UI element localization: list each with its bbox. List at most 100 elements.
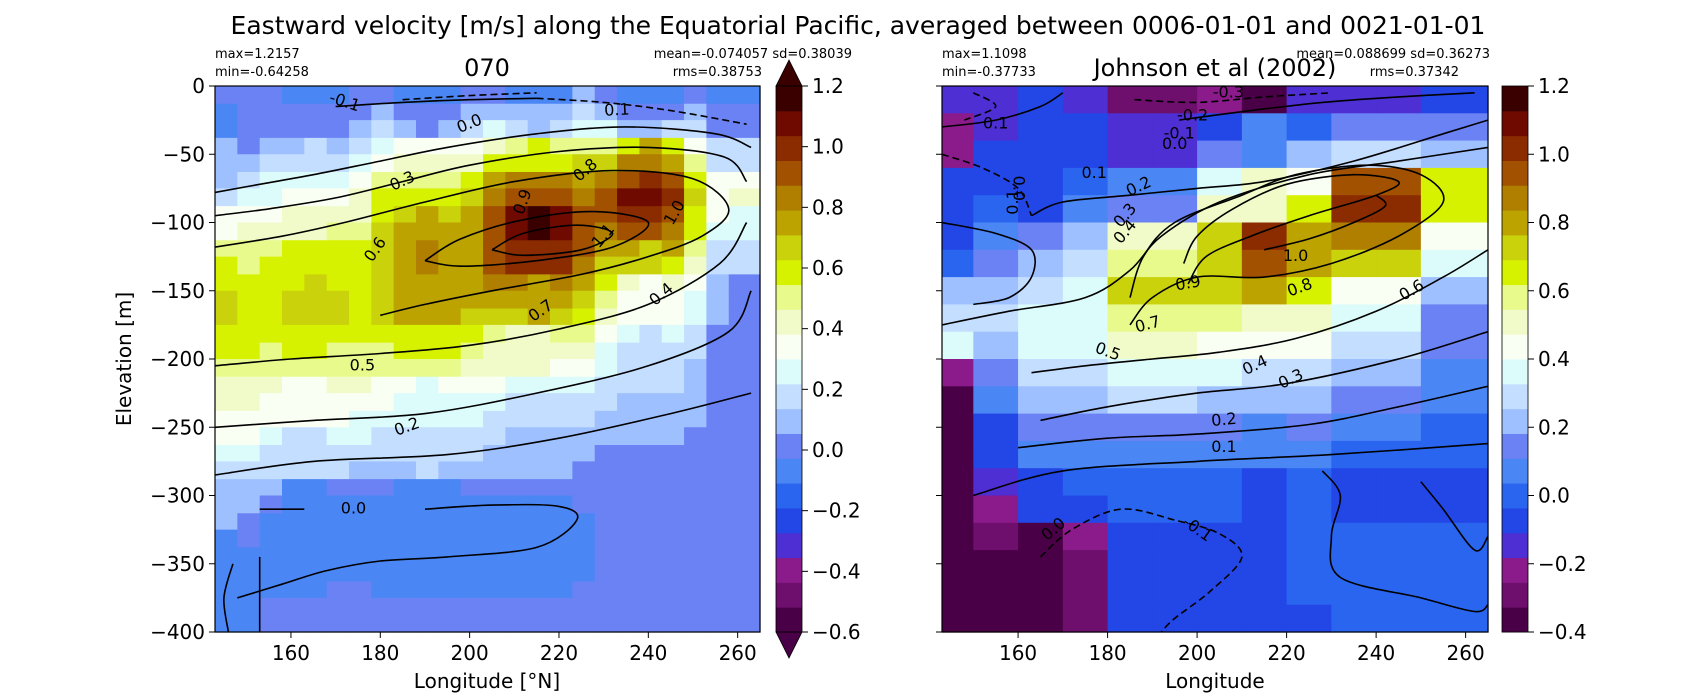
heatmap-cell — [1241, 386, 1288, 415]
contour-line — [215, 222, 748, 367]
heatmap-cell — [371, 513, 395, 531]
heatmap-cell — [527, 376, 551, 394]
heatmap-cell — [942, 167, 974, 196]
heatmap-cell — [973, 440, 1019, 469]
heatmap-cell — [942, 522, 974, 551]
heatmap-cell — [460, 342, 484, 360]
heatmap-cell — [728, 376, 761, 394]
heatmap-cell — [371, 461, 395, 480]
heatmap-cell — [349, 547, 372, 565]
x-tick-label: 240 — [629, 641, 667, 665]
heatmap-cell — [1241, 359, 1288, 387]
heatmap-cell — [326, 495, 350, 514]
heatmap-cell — [1331, 386, 1377, 415]
heatmap-cell — [594, 154, 618, 173]
contour-line — [1420, 481, 1488, 552]
heatmap-cell — [1107, 359, 1153, 387]
heatmap-cell — [706, 240, 730, 258]
heatmap-cell — [1018, 495, 1064, 524]
heatmap-cell — [393, 206, 417, 224]
heatmap-cell — [393, 308, 417, 326]
heatmap-cell — [483, 154, 506, 173]
heatmap-cell — [550, 290, 573, 310]
heatmap-cell — [438, 445, 462, 462]
heatmap-cell — [1197, 468, 1243, 497]
heatmap-cell — [1107, 522, 1153, 551]
heatmap-cell — [438, 529, 462, 548]
heatmap-cell — [1107, 222, 1153, 251]
heatmap-cell — [1018, 331, 1064, 360]
heatmap-cell — [594, 103, 618, 121]
heatmap-cell — [1062, 522, 1109, 551]
heatmap-cell — [393, 256, 417, 275]
heatmap-cell — [1197, 413, 1243, 442]
heatmap-cell — [942, 468, 974, 497]
heatmap-cell — [438, 222, 462, 241]
heatmap-cell — [282, 172, 305, 189]
heatmap-cell — [572, 563, 596, 583]
heatmap-cell — [1376, 249, 1422, 278]
heatmap-cell — [572, 290, 596, 310]
contour-line — [215, 169, 730, 317]
heatmap-cell — [973, 222, 1019, 251]
heatmap-cell — [416, 359, 439, 378]
heatmap-cell — [460, 154, 484, 173]
heatmap-cell — [1286, 222, 1332, 251]
colorbar-segment — [776, 359, 802, 385]
colorbar-segment — [776, 383, 802, 410]
heatmap-cell — [572, 479, 596, 497]
heatmap-cell — [304, 206, 328, 224]
heatmap-cell — [661, 359, 685, 378]
heatmap-cell — [550, 563, 573, 583]
heatmap-cell — [259, 461, 283, 480]
heatmap-cell — [393, 103, 417, 121]
heatmap-cell — [1018, 222, 1064, 251]
heatmap-cell — [661, 513, 685, 531]
heatmap-cell — [416, 206, 439, 224]
heatmap-cell — [639, 172, 663, 189]
heatmap-cell — [639, 529, 663, 548]
heatmap-cell — [527, 410, 551, 428]
heatmap-cell — [371, 563, 395, 583]
x-tick-label: 260 — [719, 641, 757, 665]
colorbar-tick-label: 0.2 — [812, 377, 844, 401]
heatmap-cell — [1241, 113, 1288, 142]
heatmap-cell — [639, 427, 663, 446]
heatmap-cell — [483, 324, 506, 344]
heatmap-cell — [527, 445, 551, 462]
heatmap-cell — [550, 86, 573, 105]
heatmap-cell — [1018, 86, 1064, 114]
heatmap-cell — [215, 103, 238, 121]
heatmap-cell — [215, 563, 238, 583]
heatmap-cell — [304, 86, 328, 105]
heatmap-cell — [1062, 495, 1109, 524]
heatmap-cell — [282, 290, 305, 310]
heatmap-cell — [1420, 304, 1489, 333]
heatmap-cell — [304, 597, 328, 617]
heatmap-cell — [706, 445, 730, 462]
colorbar-tick-label: −0.4 — [812, 559, 861, 583]
heatmap-cell — [505, 206, 529, 224]
heatmap-cell — [1062, 386, 1109, 415]
heatmap-cell — [259, 324, 283, 344]
heatmap-cell — [1286, 304, 1332, 333]
heatmap-cell — [483, 529, 506, 548]
heatmap-cell — [237, 120, 261, 139]
heatmap-cell — [460, 513, 484, 531]
heatmap-cell — [942, 140, 974, 169]
heatmap-cell — [259, 120, 283, 139]
heatmap-cell — [460, 274, 484, 292]
heatmap-cell — [416, 581, 439, 599]
colorbar-segment — [1502, 309, 1528, 335]
heatmap-cell — [304, 581, 328, 599]
heatmap-cell — [684, 529, 707, 548]
heatmap-cell — [1018, 140, 1064, 169]
heatmap-cell — [1062, 249, 1109, 278]
heatmap-cell — [1152, 86, 1198, 114]
heatmap-cell — [259, 615, 283, 633]
heatmap-cell — [215, 137, 238, 155]
contour-line — [215, 290, 752, 429]
heatmap-cell — [371, 86, 395, 105]
colorbar-segment — [1502, 259, 1528, 286]
heatmap-cell — [527, 513, 551, 531]
